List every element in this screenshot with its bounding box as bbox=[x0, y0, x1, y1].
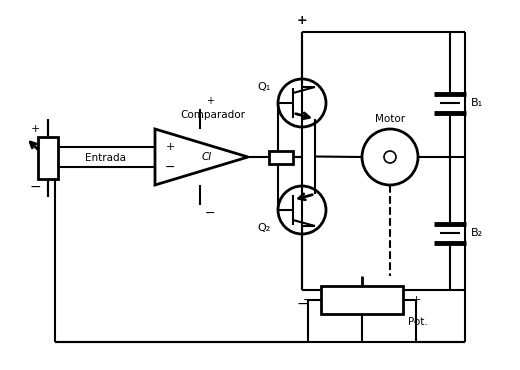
Bar bbox=[38, 137, 58, 179]
Text: Comparador: Comparador bbox=[180, 110, 245, 120]
Text: +: + bbox=[206, 96, 214, 106]
Text: B₁: B₁ bbox=[471, 98, 483, 108]
Text: Q₂: Q₂ bbox=[257, 223, 270, 233]
Text: +: + bbox=[411, 295, 421, 305]
Bar bbox=[269, 151, 293, 164]
Text: −: − bbox=[165, 161, 175, 174]
Text: Pot.: Pot. bbox=[408, 317, 428, 327]
Text: +: + bbox=[165, 142, 175, 152]
Text: Entrada: Entrada bbox=[84, 153, 125, 163]
Text: Motor: Motor bbox=[375, 114, 405, 124]
Bar bbox=[321, 286, 403, 314]
Text: −: − bbox=[296, 297, 308, 311]
Text: +: + bbox=[30, 124, 40, 134]
Text: CI: CI bbox=[202, 152, 212, 162]
Text: −: − bbox=[303, 293, 313, 306]
Text: Q₁: Q₁ bbox=[257, 82, 270, 92]
Text: +: + bbox=[297, 14, 307, 27]
Text: −: − bbox=[29, 180, 41, 194]
Text: −: − bbox=[205, 206, 215, 219]
Text: B₂: B₂ bbox=[471, 228, 483, 238]
